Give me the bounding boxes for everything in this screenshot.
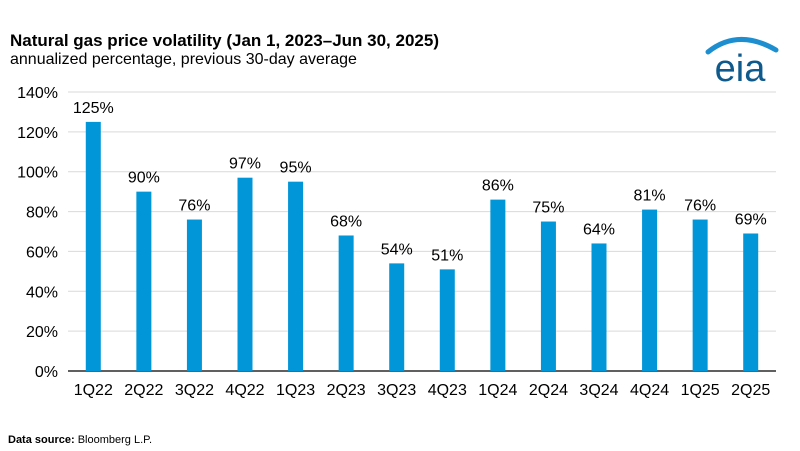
bars: [85, 121, 759, 372]
bar: [642, 209, 658, 371]
data-label: 81%: [634, 188, 666, 205]
eia-logo: eia: [705, 37, 779, 85]
gridlines: [68, 91, 776, 372]
chart-subtitle: annualized percentage, previous 30-day a…: [10, 51, 357, 68]
x-tick-label: 1Q25: [681, 382, 720, 399]
bar: [186, 219, 202, 371]
x-tick-label: 2Q23: [327, 382, 366, 399]
bar: [136, 191, 152, 371]
bar: [439, 269, 455, 371]
data-label: 54%: [381, 241, 413, 258]
bar: [591, 243, 607, 371]
x-tick-label: 3Q23: [377, 382, 416, 399]
x-tick-label: 2Q22: [124, 382, 163, 399]
bar: [237, 177, 253, 371]
data-label: 86%: [482, 178, 514, 195]
y-tick-label: 120%: [17, 125, 58, 142]
eia-logo-arc: [705, 37, 779, 55]
data-label: 68%: [330, 213, 362, 230]
eia-logo-text: eia: [715, 48, 767, 85]
bar: [389, 263, 405, 371]
data-label: 51%: [431, 247, 463, 264]
bar: [85, 121, 101, 372]
data-label: 76%: [178, 198, 210, 215]
x-axis-ticks: 1Q22 2Q22 3Q22 4Q22 1Q23 2Q23 3Q23 4Q23 1Q24 2Q24…: [74, 382, 771, 399]
x-tick-label: 1Q22: [74, 382, 113, 399]
data-label: 69%: [735, 211, 767, 228]
x-tick-label: 1Q24: [478, 382, 517, 399]
bar: [743, 233, 759, 371]
x-tick-label: 4Q23: [428, 382, 467, 399]
data-label: 95%: [280, 160, 312, 177]
data-label: 75%: [532, 200, 564, 217]
data-label: 90%: [128, 170, 160, 187]
y-tick-label: 60%: [26, 244, 58, 261]
bar: [540, 221, 556, 371]
y-tick-label: 40%: [26, 284, 58, 301]
bar: [490, 199, 506, 371]
data-label: 76%: [684, 198, 716, 215]
data-labels: 125% 90% 76% 97% 95% 68% 54% 51% 86% 75% 64% 81% 76%…: [73, 100, 767, 264]
y-tick-label: 0%: [35, 364, 58, 381]
data-label: 97%: [229, 156, 261, 173]
x-tick-label: 3Q22: [175, 382, 214, 399]
bar: [692, 219, 708, 371]
y-tick-label: 100%: [17, 165, 58, 182]
chart-title: Natural gas price volatility (Jan 1, 202…: [10, 31, 439, 50]
y-tick-label: 20%: [26, 324, 58, 341]
y-axis-ticks: 0% 20% 40% 60% 80% 100% 120% 140%: [17, 85, 58, 381]
x-tick-label: 2Q25: [731, 382, 770, 399]
x-tick-label: 4Q24: [630, 382, 669, 399]
data-label: 125%: [73, 100, 114, 117]
x-tick-label: 2Q24: [529, 382, 568, 399]
x-tick-label: 4Q22: [225, 382, 264, 399]
data-source-label: Data source:: [8, 434, 75, 446]
x-tick-label: 1Q23: [276, 382, 315, 399]
bar: [338, 235, 354, 371]
data-source: Data source: Bloomberg L.P.: [8, 434, 152, 446]
y-tick-label: 80%: [26, 205, 58, 222]
data-label: 64%: [583, 221, 615, 238]
bar: [288, 181, 304, 371]
y-tick-label: 140%: [17, 85, 58, 102]
data-source-value: Bloomberg L.P.: [77, 434, 153, 446]
x-tick-label: 3Q24: [579, 382, 618, 399]
